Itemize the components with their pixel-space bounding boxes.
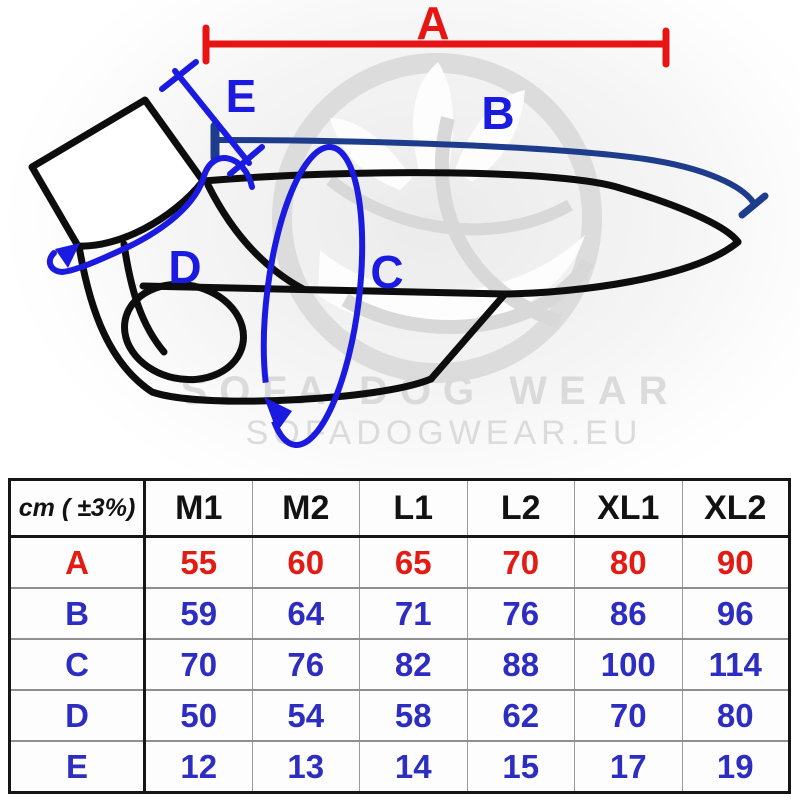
logo-arc	[434, 116, 563, 329]
cell-c-m2: 76	[251, 638, 360, 691]
coat-flap-diagonal	[427, 290, 509, 383]
cell-d-l2: 62	[466, 689, 575, 742]
cell-b-xl2: 96	[681, 587, 790, 640]
label-b: B	[481, 87, 514, 139]
coat-neck-curve	[204, 181, 307, 293]
cell-c-l2: 88	[466, 638, 575, 691]
cell-e-l2: 15	[466, 740, 575, 793]
table-row-e: E 12 13 14 15 17 19	[9, 740, 790, 793]
cell-e-m2: 13	[251, 740, 360, 793]
table-row-c: C 70 76 82 88 100 114	[9, 638, 790, 691]
row-label-a: A	[9, 535, 146, 589]
label-e: E	[226, 70, 257, 122]
dog-coat-drawing: SOFA DOG WEAR SOFADOGWEAR.EU A	[28, 0, 769, 452]
label-d: D	[168, 241, 201, 293]
measure-e-line	[172, 68, 252, 166]
size-table: cm ( ±3%) M1 M2 L1 L2 XL1 XL2 A 55 60 65…	[8, 478, 791, 794]
cell-a-l1: 65	[359, 535, 468, 589]
measure-c	[260, 144, 366, 448]
col-header-xl1: XL1	[574, 479, 683, 538]
watermark-text-2: SOFADOGWEAR.EU	[246, 414, 643, 452]
cell-e-xl2: 19	[681, 740, 790, 793]
cell-a-xl1: 80	[574, 535, 683, 589]
chest-strap-inner	[120, 240, 168, 356]
cell-d-m1: 50	[144, 689, 253, 742]
table-row-b: B 59 64 71 76 86 96	[9, 587, 790, 640]
col-header-m1: M1	[144, 479, 253, 538]
row-label-e: E	[9, 740, 146, 793]
col-header-xl2: XL2	[681, 479, 790, 538]
measure-d	[46, 155, 255, 276]
measure-d-line	[46, 155, 255, 276]
measure-e-cap-bottom	[227, 144, 265, 177]
measure-e-cap-top	[159, 59, 199, 92]
cell-d-l1: 58	[359, 689, 468, 742]
measure-c-arrow-icon	[264, 397, 292, 432]
col-header-l1: L1	[359, 479, 468, 538]
measure-d-arrow-icon	[55, 243, 80, 268]
measure-b-line	[212, 137, 756, 205]
watermark-text-1: SOFA DOG WEAR	[181, 369, 680, 413]
measure-b-cap-right	[738, 192, 769, 219]
collar-piece	[28, 96, 207, 250]
cell-b-l2: 76	[466, 587, 575, 640]
unit-header-cell: cm ( ±3%)	[9, 479, 146, 538]
coat-outline	[28, 96, 742, 405]
table-row-a: A 55 60 65 70 80 90	[9, 535, 790, 589]
label-a: A	[416, 0, 449, 49]
cell-e-l1: 14	[359, 740, 468, 793]
cell-a-l2: 70	[466, 535, 575, 589]
cell-b-m2: 64	[251, 587, 360, 640]
measure-b	[210, 121, 769, 219]
leg-hole	[121, 280, 247, 384]
coat-belly-edge	[75, 242, 435, 405]
measure-e	[159, 59, 265, 177]
col-header-l2: L2	[466, 479, 575, 538]
logo-petal-icon	[455, 90, 525, 182]
cell-d-m2: 54	[251, 689, 360, 742]
coat-back-line	[199, 169, 742, 246]
cell-d-xl2: 80	[681, 689, 790, 742]
cell-a-m1: 55	[144, 535, 253, 589]
cell-c-l1: 82	[359, 638, 468, 691]
table-row-d: D 50 54 58 62 70 80	[9, 689, 790, 742]
cell-c-xl1: 100	[574, 638, 683, 691]
measure-a	[202, 24, 670, 68]
cell-b-m1: 59	[144, 587, 253, 640]
cell-e-xl1: 17	[574, 740, 683, 793]
label-c: C	[370, 246, 403, 298]
cell-a-xl2: 90	[681, 535, 790, 589]
cell-b-xl1: 86	[574, 587, 683, 640]
cell-e-m1: 12	[144, 740, 253, 793]
cell-c-m1: 70	[144, 638, 253, 691]
cell-d-xl1: 70	[574, 689, 683, 742]
measurement-diagram: SOFA DOG WEAR SOFADOGWEAR.EU A	[0, 0, 800, 478]
size-table-header-row: cm ( ±3%) M1 M2 L1 L2 XL1 XL2	[9, 479, 790, 538]
row-label-c: C	[9, 638, 146, 691]
row-label-d: D	[9, 689, 146, 742]
row-label-b: B	[9, 587, 146, 640]
cell-c-xl2: 114	[681, 638, 790, 691]
coat-tail-edge	[501, 238, 742, 298]
cell-a-m2: 60	[251, 535, 360, 589]
col-header-m2: M2	[251, 479, 360, 538]
cell-b-l1: 71	[359, 587, 468, 640]
measure-c-ellipse	[260, 144, 366, 448]
